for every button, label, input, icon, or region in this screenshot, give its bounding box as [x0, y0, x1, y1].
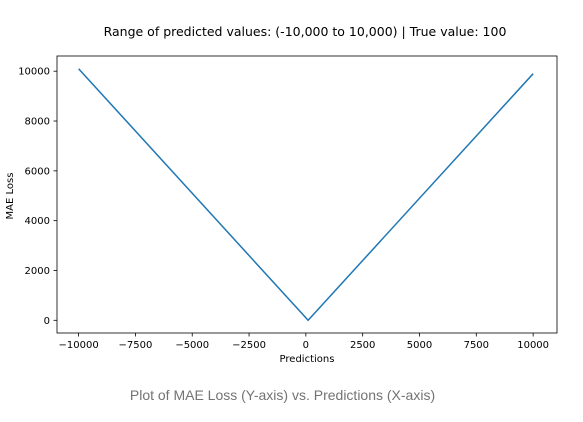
plot-frame: [57, 56, 557, 333]
y-axis-label: MAE Loss: [5, 173, 16, 220]
series-line-0: [79, 69, 534, 321]
y-tick-label: 8000: [25, 117, 50, 128]
x-tick-label: −2500: [232, 340, 266, 351]
x-tick-label: 0: [303, 340, 309, 351]
x-tick-label: 5000: [407, 340, 432, 351]
x-tick-label: −7500: [118, 340, 152, 351]
x-tick-label: −5000: [175, 340, 209, 351]
y-tick-label: 10000: [18, 67, 50, 78]
x-tick-label: −10000: [58, 340, 98, 351]
plot-area: [57, 56, 557, 333]
y-tick-label: 0: [44, 316, 50, 327]
x-tick-label: 2500: [350, 340, 375, 351]
x-tick-label: 7500: [464, 340, 489, 351]
x-axis-label: Predictions: [280, 354, 335, 365]
figure-caption: Plot of MAE Loss (Y-axis) vs. Prediction…: [0, 387, 565, 403]
y-tick-label: 2000: [25, 266, 50, 277]
y-tick-label: 4000: [25, 216, 50, 227]
x-axis-ticks: −10000 −7500 −5000 −2500 0 2500 5000 7500 10000: [58, 333, 549, 351]
x-tick-label: 10000: [517, 340, 549, 351]
y-axis-ticks: 0 2000 4000 6000 8000 10000: [18, 67, 57, 327]
chart-title: Range of predicted values: (-10,000 to 1…: [104, 24, 507, 39]
mae-loss-chart: Range of predicted values: (-10,000 to 1…: [0, 0, 583, 380]
y-tick-label: 6000: [25, 166, 50, 177]
